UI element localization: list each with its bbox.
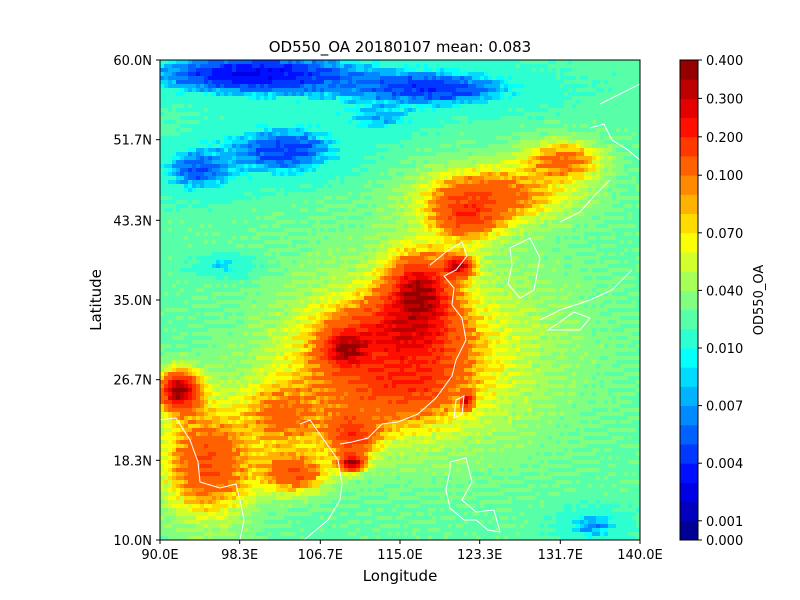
colorbar-band — [680, 386, 698, 407]
y-tick-label: 51.7N — [113, 134, 152, 149]
colorbar-tick-label: 0.100 — [706, 169, 743, 184]
x-tick-label: 106.7E — [298, 548, 343, 563]
colorbar-band — [680, 194, 698, 215]
colorbar-tick-label: 0.010 — [706, 342, 743, 357]
colorbar-band — [680, 520, 698, 541]
colorbar-band — [680, 444, 698, 464]
x-tick-label: 140.0E — [617, 548, 662, 563]
colorbar-tick-label: 0.007 — [706, 400, 743, 415]
colorbar-band — [680, 136, 698, 157]
colorbar-tick-label: 0.004 — [706, 457, 743, 472]
china-coastline — [339, 241, 468, 445]
colorbar-band — [680, 501, 698, 522]
colorbar-band — [680, 98, 698, 119]
korea-coastline — [507, 237, 541, 299]
colorbar-band — [680, 175, 698, 195]
colorbar-band — [680, 79, 698, 99]
x-tick-label: 131.7E — [538, 548, 583, 563]
heatmap — [160, 60, 640, 540]
colorbar-band — [680, 232, 698, 253]
colorbar-band — [680, 367, 698, 387]
y-tick-label: 10.0N — [113, 534, 152, 549]
x-axis: 90.0E 98.3E 106.7E 115.0E 123.3E 131.7E 140.0E — [141, 540, 663, 563]
colorbar-band — [680, 252, 698, 272]
colorbar-tick-label: 0.000 — [706, 534, 743, 549]
colorbar: 0.000 0.001 0.004 0.007 0.010 0.040 0.070 0.100… — [679, 54, 767, 549]
vietnam-coastline — [299, 419, 343, 541]
colorbar-band — [680, 482, 698, 503]
colorbar-tick-label: 0.070 — [706, 227, 743, 242]
y-tick-label: 43.3N — [113, 214, 152, 229]
colorbar-tick-label: 0.200 — [706, 131, 743, 146]
colorbar-band — [680, 348, 698, 368]
y-tick-label: 18.3N — [113, 454, 152, 469]
x-axis-label: Longitude — [363, 567, 438, 585]
colorbar-band — [680, 405, 698, 426]
y-tick-label: 35.0N — [113, 294, 152, 309]
colorbar-band — [680, 156, 698, 176]
taiwan-coastline — [453, 395, 465, 419]
colorbar-band — [680, 213, 698, 234]
philippines-coastline — [445, 457, 501, 533]
colorbar-band — [680, 463, 698, 483]
colorbar-band — [680, 117, 698, 138]
colorbar-band — [680, 424, 698, 445]
chart-title: OD550_OA 20180107 mean: 0.083 — [269, 38, 531, 57]
y-tick-label: 60.0N — [113, 54, 152, 69]
colorbar-band — [680, 309, 698, 330]
colorbar-label: OD550_OA — [752, 265, 767, 336]
y-axis-label: Latitude — [87, 269, 105, 331]
colorbar-band — [680, 271, 698, 291]
colorbar-tick-label: 0.001 — [706, 515, 743, 530]
colorbar-frame — [679, 59, 699, 541]
x-tick-label: 90.0E — [141, 548, 178, 563]
y-axis: 10.0N 18.3N 26.7N 35.0N 43.3N 51.7N 60.0N — [113, 54, 160, 549]
colorbar-tick-label: 0.400 — [706, 54, 743, 69]
colorbar-bands — [680, 60, 698, 541]
coastline-overlay — [159, 83, 641, 541]
x-tick-label: 115.0E — [377, 548, 422, 563]
x-tick-label: 123.3E — [457, 548, 502, 563]
colorbar-tick-label: 0.300 — [706, 92, 743, 107]
colorbar-band — [680, 328, 698, 349]
plot-area: 90.0E 98.3E 106.7E 115.0E 123.3E 131.7E 140.0E… — [113, 54, 662, 563]
indochina-coastline — [159, 417, 245, 541]
japan-coastline — [539, 269, 633, 331]
x-tick-label: 98.3E — [221, 548, 258, 563]
colorbar-tick-label: 0.040 — [706, 284, 743, 299]
colorbar-band — [680, 60, 698, 80]
colorbar-ticks: 0.000 0.001 0.004 0.007 0.010 0.040 0.070 0.100… — [698, 54, 743, 549]
russia-coastline — [559, 83, 641, 223]
y-tick-label: 26.7N — [113, 374, 152, 389]
colorbar-band — [680, 290, 698, 311]
